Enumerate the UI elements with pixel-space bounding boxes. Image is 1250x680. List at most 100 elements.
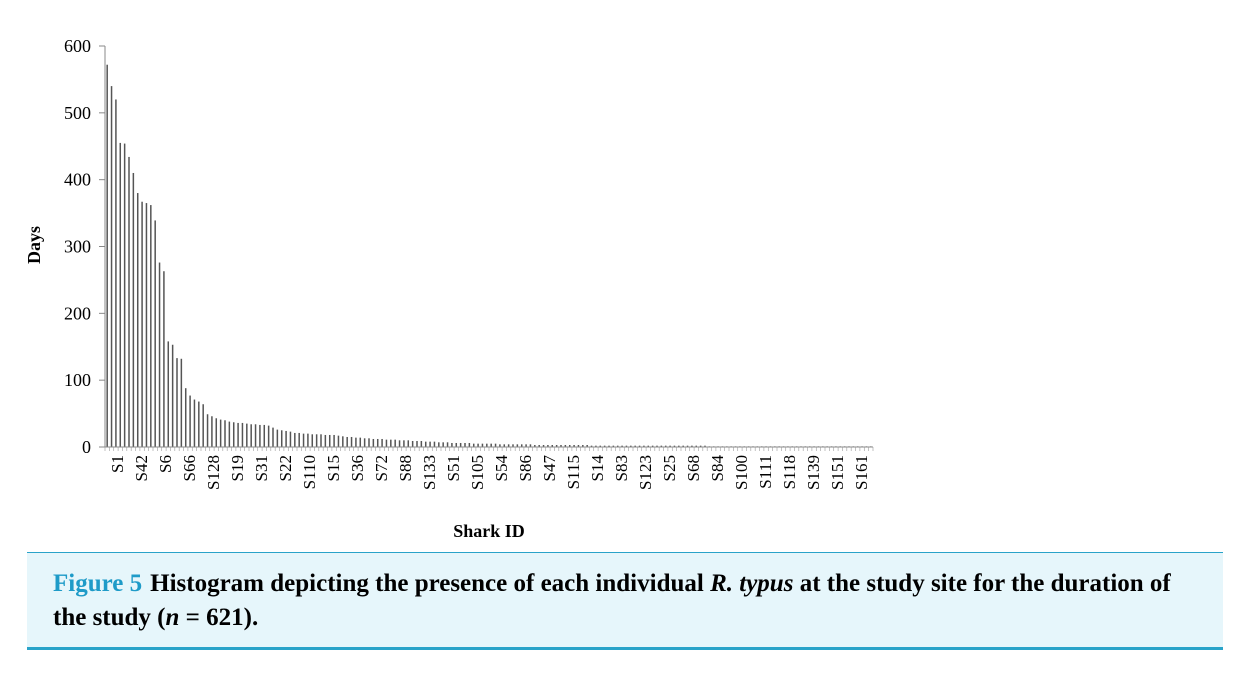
bar — [446, 442, 449, 447]
bar — [254, 424, 257, 447]
y-tick-label: 200 — [64, 303, 91, 323]
bar — [664, 445, 667, 447]
bar — [115, 99, 117, 447]
bar-chart: 0 100 200 300 400 500 600 S1 S42 S6 S66 S128 S19 S31… — [24, 36, 874, 541]
x-tick-label: S47 — [540, 455, 559, 482]
bar — [481, 443, 484, 447]
bar — [184, 388, 187, 447]
bar — [534, 445, 536, 447]
x-tick-label: S83 — [612, 455, 631, 481]
bar — [206, 414, 209, 447]
bar — [459, 442, 462, 447]
bar — [647, 445, 650, 447]
bar — [551, 445, 554, 447]
sample-size-variable: n — [165, 604, 180, 631]
bar — [682, 445, 684, 447]
bar — [673, 445, 676, 447]
bar — [486, 443, 488, 447]
bar — [123, 143, 126, 447]
bar — [342, 436, 344, 447]
bar — [634, 445, 636, 447]
bar — [590, 445, 593, 447]
x-tick-label: S84 — [708, 455, 727, 482]
bar — [285, 430, 287, 447]
bar — [603, 445, 606, 447]
y-tick-label: 400 — [64, 170, 91, 190]
caption-text: Figure 5 Histogram depicting the presence… — [53, 567, 1197, 635]
y-axis-label: Days — [24, 226, 44, 264]
bar — [246, 423, 248, 447]
bar — [154, 220, 156, 447]
x-tick-label: S15 — [324, 455, 343, 481]
figure-caption: Figure 5 Histogram depicting the presence… — [27, 552, 1223, 650]
bar — [555, 445, 558, 447]
bar — [451, 442, 453, 447]
x-tick-label: S31 — [252, 455, 271, 481]
bar — [132, 172, 135, 448]
x-tick-label: S128 — [204, 455, 223, 490]
x-tick-label: S118 — [780, 455, 799, 489]
bar — [272, 427, 274, 447]
bar — [355, 437, 357, 447]
bar — [542, 445, 545, 447]
bar — [328, 434, 331, 447]
bar — [464, 442, 466, 447]
bar — [468, 442, 471, 447]
caption-text-middle: at the study site for the duration of th… — [53, 570, 1171, 631]
bar — [189, 395, 191, 447]
x-axis-label: Shark ID — [453, 521, 525, 541]
bar — [630, 445, 632, 447]
bar — [215, 418, 218, 447]
bar — [599, 445, 602, 447]
x-tick-label: S151 — [828, 455, 847, 490]
bar — [315, 434, 318, 447]
bar — [616, 445, 619, 447]
x-tick-label: S133 — [420, 455, 439, 490]
bar — [202, 404, 204, 447]
x-tick-label: S123 — [636, 455, 655, 490]
bar — [119, 142, 122, 447]
bar — [311, 434, 314, 447]
bar — [651, 445, 654, 447]
x-tick-label: S1 — [108, 455, 127, 473]
bar — [472, 443, 475, 447]
bar — [704, 445, 706, 447]
bar — [167, 341, 170, 447]
bar — [420, 440, 423, 447]
bar — [198, 401, 200, 447]
y-tick-label: 100 — [64, 370, 91, 390]
y-tick-label: 500 — [64, 103, 91, 123]
bar — [128, 156, 130, 447]
caption-text-before: Histogram depicting the presence of each… — [150, 570, 711, 597]
bar — [424, 441, 427, 447]
bar — [171, 344, 174, 447]
bar — [686, 445, 689, 447]
bar — [547, 445, 549, 447]
bar — [442, 442, 444, 447]
bar — [106, 64, 108, 448]
bar — [477, 443, 479, 447]
bar — [429, 441, 431, 447]
bar — [241, 422, 244, 447]
bar — [280, 430, 283, 447]
bar — [512, 444, 514, 447]
bar — [333, 434, 335, 447]
y-axis: 0 100 200 300 400 500 600 — [64, 36, 106, 457]
bar — [660, 445, 663, 447]
bar — [577, 445, 580, 447]
bar — [678, 445, 680, 447]
bar — [398, 440, 401, 447]
x-tick-label: S6 — [156, 455, 175, 473]
bar — [180, 358, 183, 447]
bar — [211, 416, 213, 447]
bar — [564, 445, 567, 447]
x-tick-label: S161 — [852, 455, 871, 490]
bar — [259, 424, 261, 447]
x-tick-label: S68 — [684, 455, 703, 481]
bar — [560, 445, 562, 447]
bar — [407, 440, 410, 447]
bar — [621, 445, 623, 447]
bar — [237, 422, 239, 447]
x-tick-label: S115 — [564, 455, 583, 489]
bar — [219, 419, 222, 447]
